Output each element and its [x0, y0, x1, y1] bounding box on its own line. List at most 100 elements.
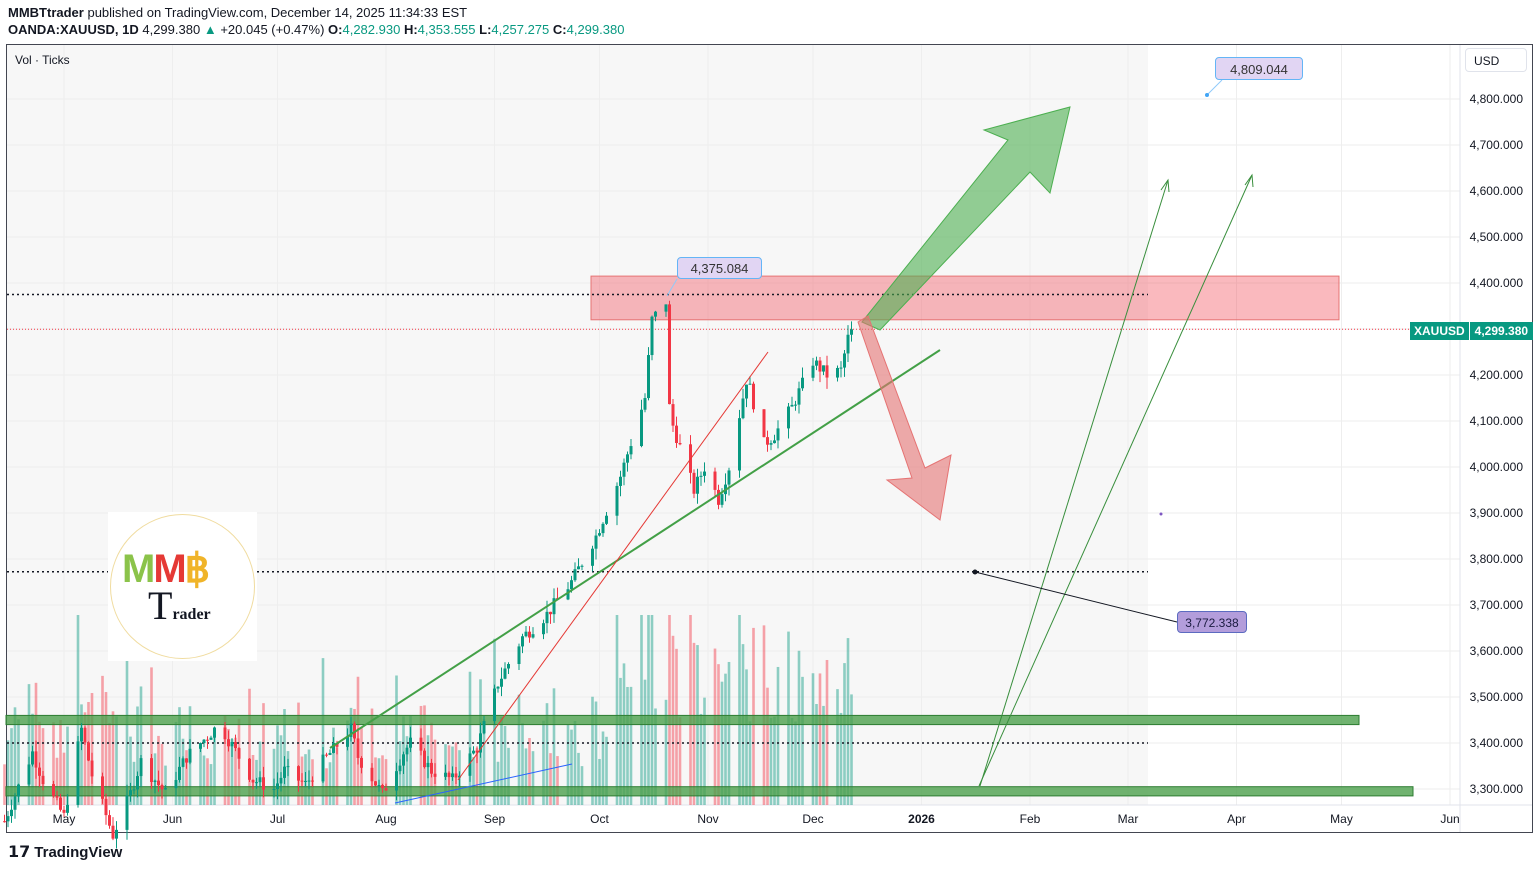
candle-body	[647, 355, 650, 399]
chart-frame[interactable]	[6, 44, 1533, 833]
candle-body	[643, 398, 647, 410]
volume-bar	[517, 694, 521, 805]
volume-bar	[654, 708, 657, 805]
volume-bar	[157, 735, 160, 805]
projection-line-1[interactable]	[979, 179, 1169, 787]
candle-body	[178, 766, 181, 780]
candle-body	[374, 781, 377, 786]
candle-body	[430, 762, 433, 774]
y-tick-label: 4,200.000	[1470, 368, 1524, 382]
target-price-label[interactable]: 4,809.044	[1215, 57, 1303, 80]
author[interactable]: MMBTtrader	[8, 5, 84, 20]
x-tick-label: Feb	[1020, 812, 1041, 826]
volume-bar	[668, 615, 671, 805]
volume-bar	[297, 702, 300, 805]
bearish-arrow-icon[interactable]	[857, 315, 952, 521]
resistance-zone[interactable]	[590, 275, 1340, 321]
blue-trendline[interactable]	[394, 763, 573, 804]
volume-bar	[209, 764, 213, 805]
volume-bar	[549, 753, 552, 805]
price-tag: XAUUSD 4,299.380	[1410, 322, 1534, 340]
candle-body	[6, 816, 10, 822]
volume-bar	[17, 719, 20, 805]
tradingview-logo[interactable]: 𝟭𝟳 TradingView	[8, 842, 122, 862]
red-trendline[interactable]	[457, 351, 769, 781]
candle-body	[419, 737, 423, 751]
candle-body	[619, 476, 622, 486]
candle-body	[454, 773, 458, 778]
volume-bar	[395, 675, 398, 805]
axes: 4,800.000 4,700.000 4,600.000 4,500.000 4,40…	[53, 92, 1524, 826]
volume-bar	[738, 615, 741, 805]
y-tick-label: 4,700.000	[1470, 138, 1524, 152]
volume-bar	[524, 748, 528, 805]
candle-body	[822, 365, 825, 372]
candle-body	[472, 750, 475, 754]
candle-body	[594, 535, 598, 549]
candle-body	[381, 785, 384, 789]
candle-body	[668, 304, 671, 405]
candle-body	[223, 727, 227, 740]
volume-indicator-label[interactable]: Vol · Ticks	[15, 53, 70, 67]
candle-body	[356, 738, 360, 758]
volume-bar	[839, 712, 843, 805]
volume-bar	[230, 739, 234, 805]
publish-date: published on TradingView.com, December 1…	[87, 5, 468, 20]
currency-button[interactable]: USD	[1465, 48, 1527, 72]
candle-body	[300, 780, 304, 782]
y-tick-label: 4,400.000	[1470, 276, 1524, 290]
volume-bar	[811, 673, 815, 805]
peak-price-label[interactable]: 4,375.084	[677, 257, 762, 279]
y-tick-label: 3,500.000	[1470, 690, 1524, 704]
support-zone[interactable]	[5, 786, 1414, 797]
volume-bar	[615, 615, 619, 805]
green-trendline[interactable]	[329, 349, 941, 749]
candle-body	[482, 721, 486, 734]
support-zone[interactable]	[5, 714, 1360, 726]
candle-body	[160, 785, 164, 790]
volume-bar	[353, 708, 356, 805]
volume-bar	[174, 721, 178, 805]
volume-bar	[818, 673, 822, 805]
candle-body	[332, 742, 335, 753]
candle-body	[640, 409, 643, 447]
volume-bar	[601, 731, 605, 805]
close-label: C:	[552, 22, 567, 37]
bullish-arrow-icon[interactable]	[861, 106, 1071, 331]
volume-bar	[801, 676, 804, 805]
candle-body	[111, 825, 115, 839]
symbol: OANDA:XAUUSD, 1D	[8, 22, 139, 37]
volume-bar	[727, 661, 731, 805]
y-tick-label: 4,500.000	[1470, 230, 1524, 244]
candle-body	[248, 758, 251, 780]
candle-body	[255, 782, 258, 784]
drawings[interactable]	[329, 79, 1254, 804]
volume-bar	[234, 737, 237, 805]
volume-bar	[381, 755, 384, 805]
candle-body	[745, 384, 748, 399]
volume-bar	[776, 666, 780, 805]
candle-body	[521, 636, 524, 647]
candle-body	[213, 727, 216, 738]
y-tick-label: 3,400.000	[1470, 736, 1524, 750]
candle-body	[741, 398, 745, 419]
candle-body	[703, 471, 706, 476]
volume-bar	[496, 761, 500, 805]
volume-bar	[223, 715, 227, 805]
volume-bar	[248, 688, 251, 805]
candle-body	[328, 752, 332, 755]
volume-bar	[80, 704, 83, 805]
volume-bar	[815, 703, 818, 805]
projection-line-2[interactable]	[978, 174, 1253, 787]
candle-body	[209, 737, 213, 740]
volume-bar	[500, 716, 503, 805]
candle-body	[692, 472, 696, 494]
candle-body	[279, 777, 283, 784]
candle-body	[234, 742, 237, 749]
candle-body	[199, 743, 202, 749]
candle-body	[493, 688, 496, 722]
support-price-label[interactable]: 3,772.338	[1177, 611, 1247, 633]
candle-body	[524, 631, 528, 637]
candle-body	[815, 360, 818, 366]
